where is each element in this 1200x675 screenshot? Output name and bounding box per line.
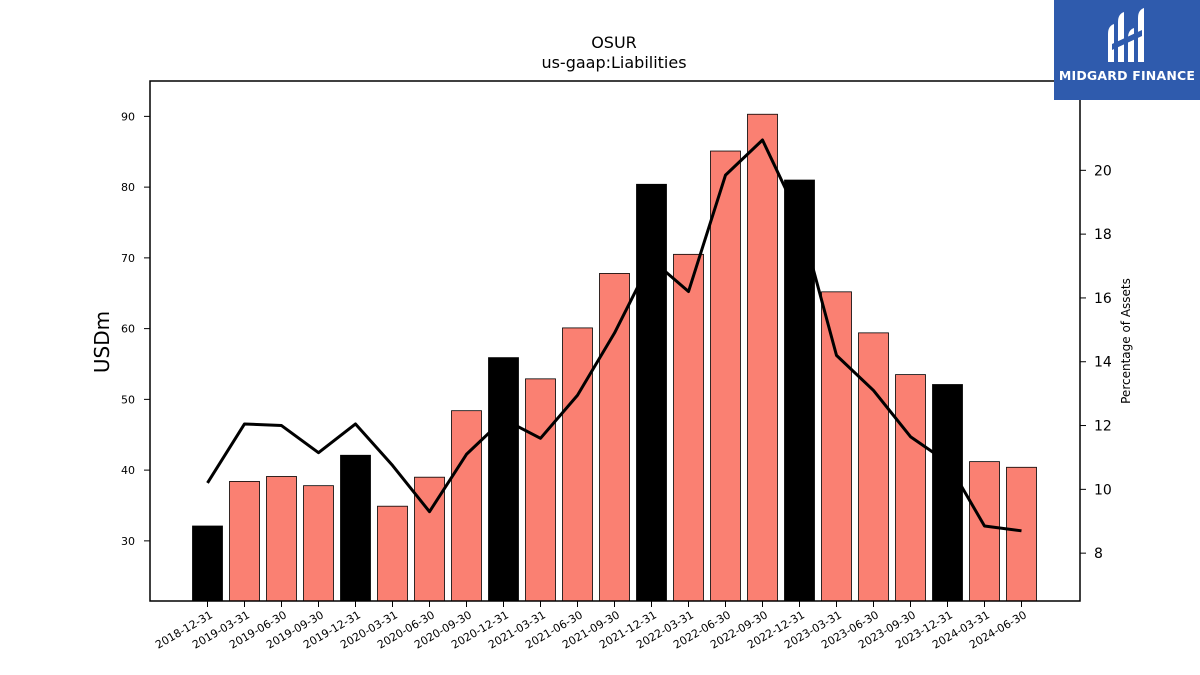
y-tick-label: 50 bbox=[121, 393, 135, 406]
bar bbox=[969, 461, 1000, 602]
brand-mark-icon bbox=[1108, 8, 1144, 62]
y-tick-label: 40 bbox=[121, 464, 135, 477]
y2-tick-label: 16 bbox=[1094, 291, 1112, 307]
brand-logo: MIDGARD FINANCE bbox=[1054, 0, 1200, 100]
bar bbox=[821, 291, 852, 602]
bar bbox=[266, 476, 297, 602]
bars-group bbox=[192, 113, 1037, 602]
y2-tick-label: 20 bbox=[1094, 163, 1112, 179]
bar bbox=[932, 384, 963, 602]
bar bbox=[784, 179, 815, 602]
bar bbox=[747, 113, 778, 602]
y2-tick-label: 8 bbox=[1094, 546, 1103, 562]
bar bbox=[488, 357, 519, 602]
bar bbox=[895, 374, 926, 602]
y-tick-label: 60 bbox=[121, 323, 135, 336]
bar bbox=[599, 273, 630, 602]
y2-axis-label: Percentage of Assets bbox=[1119, 278, 1133, 404]
y-tick-label: 70 bbox=[121, 252, 135, 265]
y-axis-label: USDm bbox=[90, 311, 114, 373]
left-axis: 30 40 50 60 70 80 90 bbox=[121, 110, 150, 548]
y-tick-label: 80 bbox=[121, 181, 135, 194]
bar bbox=[673, 253, 704, 602]
bar bbox=[562, 327, 593, 602]
y2-tick-label: 10 bbox=[1094, 482, 1112, 498]
bar bbox=[1006, 466, 1037, 602]
bar bbox=[636, 183, 667, 602]
y-tick-label: 30 bbox=[121, 535, 135, 548]
percentage-line bbox=[206, 138, 1022, 533]
chart-subtitle: us-gaap:Liabilities bbox=[541, 53, 686, 72]
y2-tick-label: 12 bbox=[1094, 419, 1112, 435]
y2-tick-label: 18 bbox=[1094, 227, 1112, 243]
brand-name: MIDGARD FINANCE bbox=[1058, 68, 1196, 83]
bar bbox=[303, 485, 334, 602]
chart-title: OSUR bbox=[591, 33, 637, 52]
y-tick-label: 90 bbox=[121, 110, 135, 123]
bar bbox=[451, 410, 482, 602]
line-group bbox=[206, 138, 1022, 533]
bar bbox=[710, 150, 741, 602]
bar bbox=[229, 481, 260, 602]
bar bbox=[525, 378, 556, 602]
bar bbox=[377, 505, 408, 602]
y2-tick-label: 14 bbox=[1094, 355, 1112, 371]
bar bbox=[858, 332, 889, 602]
right-axis: 8 10 12 14 16 18 20 bbox=[1080, 163, 1112, 562]
x-axis: 2018-12-312019-03-312019-06-302019-09-30… bbox=[153, 601, 1029, 652]
bar bbox=[192, 525, 223, 602]
bar bbox=[340, 454, 371, 602]
